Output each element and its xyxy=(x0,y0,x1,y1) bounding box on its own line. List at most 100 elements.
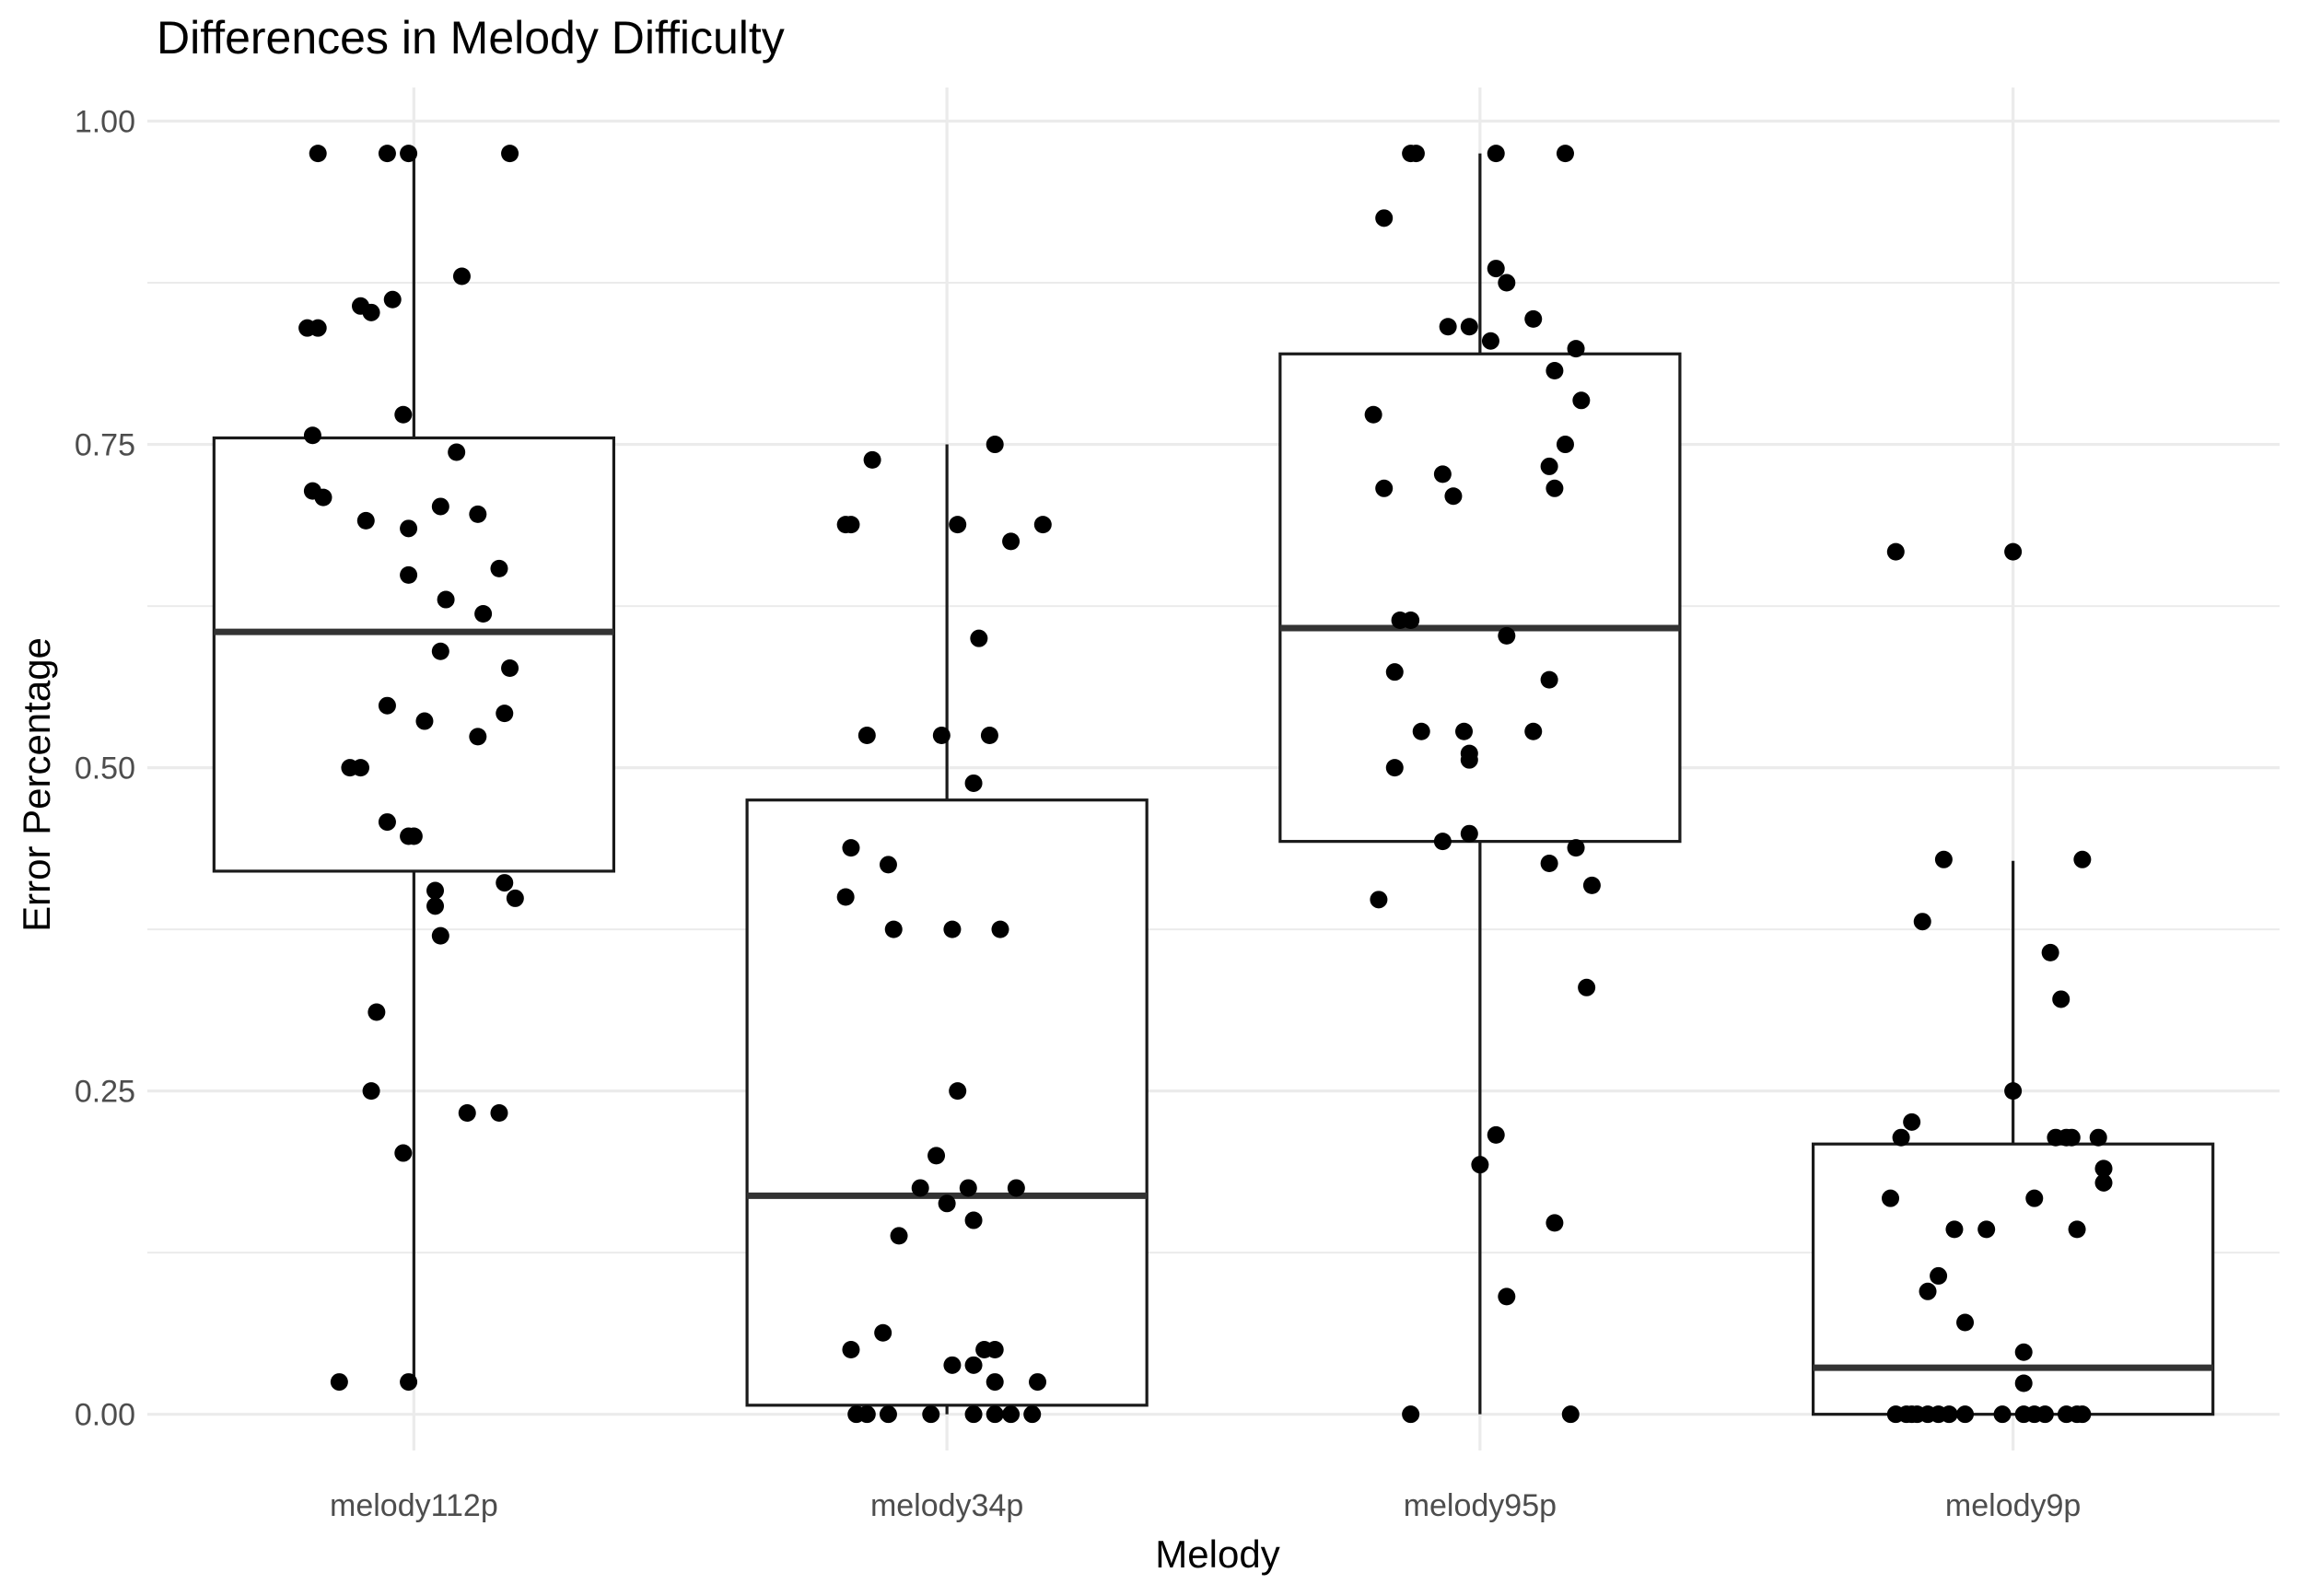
data-point xyxy=(2094,1173,2113,1192)
data-point xyxy=(506,889,524,907)
y-tick-label: 0.75 xyxy=(75,428,135,463)
data-point xyxy=(986,1373,1004,1392)
x-tick-label: melody95p xyxy=(1404,1488,1557,1523)
data-point xyxy=(1498,1287,1516,1306)
data-point xyxy=(943,1356,962,1374)
x-tick-label: melody34p xyxy=(870,1488,1023,1523)
data-point xyxy=(879,856,897,874)
data-point xyxy=(1919,1282,1937,1300)
data-point xyxy=(1556,436,1574,454)
data-point xyxy=(496,705,514,723)
data-point xyxy=(1582,876,1601,894)
box-melody9p xyxy=(1811,860,2215,1416)
data-point xyxy=(1487,145,1505,163)
data-point xyxy=(1540,670,1558,689)
data-point xyxy=(415,712,434,730)
data-point xyxy=(404,827,423,845)
data-point xyxy=(314,488,332,507)
data-point xyxy=(842,516,860,534)
data-point xyxy=(1007,1179,1025,1197)
data-point xyxy=(1556,145,1574,163)
data-point xyxy=(1572,391,1591,410)
data-point xyxy=(1002,1405,1021,1424)
data-point xyxy=(501,658,519,677)
data-point xyxy=(378,145,396,163)
data-point xyxy=(884,920,903,938)
data-point xyxy=(2062,1128,2081,1147)
data-point xyxy=(1375,479,1394,497)
data-point xyxy=(1487,260,1505,278)
data-point xyxy=(1892,1128,1910,1147)
data-point xyxy=(501,145,519,163)
data-point xyxy=(1540,855,1558,873)
data-point xyxy=(394,1144,413,1162)
data-point xyxy=(1546,362,1564,380)
data-point xyxy=(1546,1214,1564,1232)
data-point xyxy=(986,1405,1004,1424)
boxes xyxy=(212,153,2215,1416)
data-point xyxy=(986,436,1004,454)
data-point xyxy=(1439,318,1457,336)
box-melody112p xyxy=(212,153,616,1382)
data-point xyxy=(1002,532,1021,551)
data-point xyxy=(1406,145,1425,163)
data-point xyxy=(378,696,396,715)
data-point xyxy=(431,926,449,945)
data-point xyxy=(1481,332,1499,350)
data-point xyxy=(1903,1113,1921,1131)
data-point xyxy=(1930,1266,1948,1285)
data-point xyxy=(1433,833,1452,851)
box-melody34p xyxy=(745,444,1149,1415)
data-point xyxy=(496,874,514,892)
box-body xyxy=(1278,352,1682,844)
box-body xyxy=(212,436,616,873)
data-point xyxy=(309,145,327,163)
data-point xyxy=(964,1405,983,1424)
data-point xyxy=(1385,663,1404,682)
x-axis-title: Melody xyxy=(1155,1532,1279,1576)
data-point xyxy=(1460,824,1478,843)
y-tick-label: 0.25 xyxy=(75,1075,135,1110)
data-point xyxy=(2089,1128,2107,1147)
data-point xyxy=(879,1405,897,1424)
data-point xyxy=(400,565,418,584)
data-point xyxy=(1546,479,1564,497)
data-point xyxy=(2025,1189,2044,1207)
data-point xyxy=(922,1405,940,1424)
data-point xyxy=(458,1104,476,1123)
data-point xyxy=(911,1179,929,1197)
data-point xyxy=(991,920,1009,938)
data-point xyxy=(986,1340,1004,1358)
data-point xyxy=(469,505,487,523)
box-body xyxy=(1811,1142,2215,1416)
data-point xyxy=(2004,542,2023,561)
data-point xyxy=(2094,1159,2113,1178)
data-point xyxy=(400,1373,418,1392)
data-point xyxy=(943,920,962,938)
data-point xyxy=(2036,1405,2054,1424)
data-point xyxy=(309,319,327,337)
data-point xyxy=(1498,274,1516,292)
data-point xyxy=(2014,1343,2033,1361)
box-body xyxy=(745,798,1149,1407)
data-point xyxy=(431,642,449,660)
data-point xyxy=(1540,457,1558,475)
data-point xyxy=(1471,1156,1489,1174)
data-point xyxy=(2014,1374,2033,1392)
y-tick-label: 0.00 xyxy=(75,1398,135,1433)
data-point xyxy=(874,1323,892,1342)
data-point xyxy=(1498,626,1516,645)
data-point xyxy=(1023,1405,1042,1424)
data-point xyxy=(1578,978,1596,996)
data-point xyxy=(1913,913,1931,931)
data-point xyxy=(2004,1082,2023,1101)
data-point xyxy=(1375,209,1394,227)
data-point xyxy=(1567,839,1585,857)
data-point xyxy=(490,559,508,577)
data-point xyxy=(1433,465,1452,483)
data-point xyxy=(2041,943,2059,961)
data-point xyxy=(2052,990,2071,1008)
data-point xyxy=(949,516,967,534)
data-point xyxy=(1524,309,1543,328)
data-point xyxy=(964,1356,983,1374)
